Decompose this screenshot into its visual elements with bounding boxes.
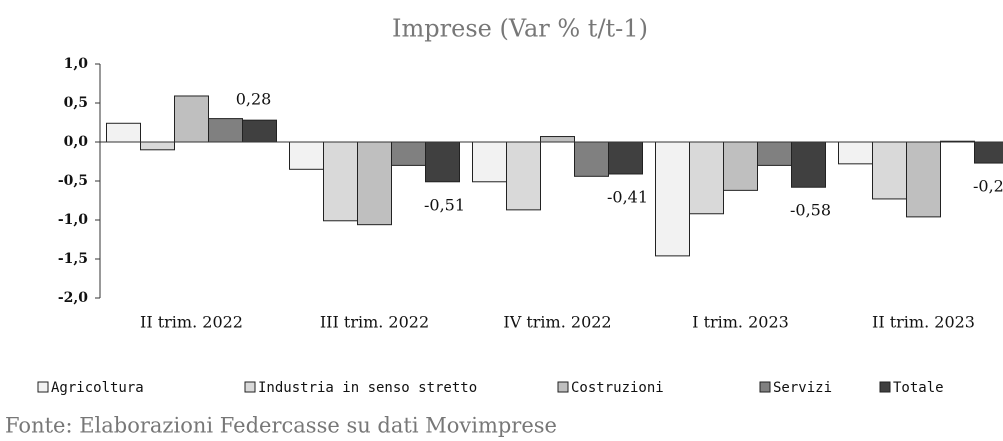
bar xyxy=(757,141,792,166)
bar xyxy=(906,141,941,218)
legend-label: Servizi xyxy=(773,380,832,396)
bar xyxy=(472,141,507,183)
bar xyxy=(357,141,392,226)
bar xyxy=(791,141,826,188)
bar xyxy=(208,118,243,143)
x-tick-label: II trim. 2023 xyxy=(872,313,975,332)
y-tick-label: -2,0 xyxy=(58,290,88,306)
y-tick-label: -1,0 xyxy=(58,212,88,228)
bar xyxy=(323,141,358,222)
data-label: -0,51 xyxy=(424,195,465,214)
bar xyxy=(655,141,690,257)
bar xyxy=(689,141,724,215)
legend-swatch xyxy=(37,381,49,393)
bar xyxy=(391,141,426,166)
legend-label: Industria in senso stretto xyxy=(258,380,477,396)
x-tick-label: III trim. 2022 xyxy=(320,313,429,332)
bar xyxy=(425,141,460,183)
bar xyxy=(974,141,1003,164)
chart-title: Imprese (Var % t/t-1) xyxy=(392,15,648,43)
y-tick-label: -0,5 xyxy=(58,173,88,189)
x-tick-label: IV trim. 2022 xyxy=(503,313,611,332)
bar xyxy=(838,141,873,165)
bar xyxy=(289,141,324,170)
data-label: -0,58 xyxy=(790,201,831,220)
x-tick-label: I trim. 2023 xyxy=(692,313,789,332)
data-label: -0,27 xyxy=(973,177,1003,196)
legend-swatch xyxy=(759,381,771,393)
legend-label: Totale xyxy=(893,380,944,396)
bar xyxy=(174,95,209,143)
legend-swatch xyxy=(879,381,891,393)
legend-swatch xyxy=(244,381,256,393)
x-tick-label: II trim. 2022 xyxy=(140,313,243,332)
bar xyxy=(506,141,541,211)
bar xyxy=(723,141,758,191)
data-label: 0,28 xyxy=(236,90,272,109)
bar xyxy=(106,122,141,143)
y-tick-label: 0,5 xyxy=(64,95,88,111)
bar xyxy=(574,141,609,177)
data-label: -0,41 xyxy=(607,187,648,206)
bar xyxy=(242,119,277,143)
y-tick-label: -1,5 xyxy=(58,251,88,267)
legend-label: Costruzioni xyxy=(571,380,664,396)
y-tick-label: 0,0 xyxy=(64,134,89,150)
bar xyxy=(872,141,907,200)
source: Fonte: Elaborazioni Federcasse su dati M… xyxy=(5,414,557,438)
bar xyxy=(140,141,175,151)
y-tick-label: 1,0 xyxy=(64,56,89,72)
bar xyxy=(608,141,643,175)
legend-swatch xyxy=(557,381,569,393)
legend-label: Agricoltura xyxy=(51,380,144,396)
bar xyxy=(540,136,575,143)
